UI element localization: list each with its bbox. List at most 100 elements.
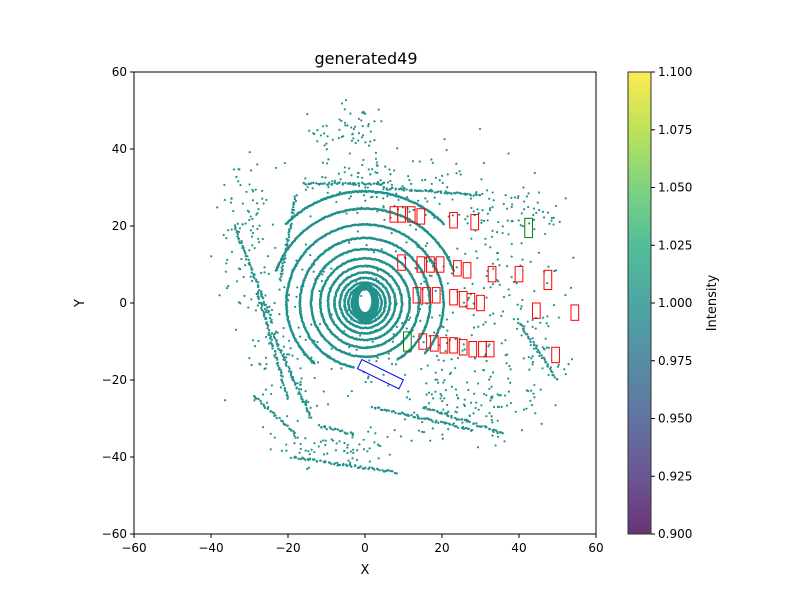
scatter-point: [467, 389, 469, 391]
scatter-point: [554, 404, 556, 406]
scatter-point: [270, 433, 272, 435]
scatter-point: [283, 353, 285, 355]
wall-point: [257, 298, 259, 300]
scatter-point: [250, 229, 252, 231]
scatter-point: [365, 189, 367, 191]
wall-point: [419, 190, 421, 192]
scatter-point: [464, 348, 466, 350]
scatter-point: [249, 151, 251, 153]
scatter-point: [282, 268, 284, 270]
scatter-point: [251, 244, 253, 246]
scatter-point: [264, 308, 266, 310]
scatter-point: [555, 205, 557, 207]
wall-point: [280, 372, 282, 374]
wall-point: [521, 324, 523, 326]
scatter-point: [564, 294, 566, 296]
scatter-point: [413, 336, 415, 338]
scatter-point: [542, 317, 544, 319]
ring-point: [384, 302, 386, 304]
scatter-point: [443, 360, 445, 362]
scatter-point: [497, 393, 499, 395]
scatter-point: [375, 277, 377, 279]
scatter-point: [352, 313, 354, 315]
x-tick-label: 60: [588, 541, 603, 555]
scatter-point: [352, 137, 354, 139]
scatter-point: [509, 382, 511, 384]
scatter-point: [351, 457, 353, 459]
scatter-point: [389, 180, 391, 182]
scatter-point: [424, 197, 426, 199]
scatter-point: [369, 173, 371, 175]
scatter-point: [256, 202, 258, 204]
scatter-point: [547, 212, 549, 214]
scatter-point: [290, 347, 292, 349]
scatter-point: [520, 242, 522, 244]
scatter-point: [338, 173, 340, 175]
scatter-point: [511, 203, 513, 205]
scatter-point: [307, 186, 309, 188]
scatter-point: [343, 305, 345, 307]
wall-point: [388, 409, 390, 411]
scatter-point: [267, 255, 269, 257]
scatter-point: [375, 192, 377, 194]
scatter-point: [482, 369, 484, 371]
wall-point: [281, 375, 283, 377]
scatter-point: [348, 242, 350, 244]
scatter-point: [502, 310, 504, 312]
scatter-point: [265, 336, 267, 338]
scatter-point: [397, 199, 399, 201]
scatter-point: [356, 349, 358, 351]
scatter-point: [323, 453, 325, 455]
scatter-point: [351, 140, 353, 142]
wall-point: [289, 219, 291, 221]
scatter-point: [448, 256, 450, 258]
scatter-point: [530, 261, 532, 263]
scatter-point: [327, 403, 329, 405]
scatter-point: [504, 395, 506, 397]
scatter-point: [508, 294, 510, 296]
scatter-point: [451, 358, 453, 360]
scatter-point: [264, 318, 266, 320]
scatter-point: [255, 214, 257, 216]
scatter-point: [370, 131, 372, 133]
scatter-point: [431, 316, 433, 318]
scatter-point: [374, 171, 376, 173]
scatter-point: [488, 388, 490, 390]
wall-point: [342, 182, 344, 184]
scatter-point: [456, 394, 458, 396]
scatter-point: [263, 271, 265, 273]
scatter-point: [389, 173, 391, 175]
scatter-point: [375, 360, 377, 362]
scatter-point: [505, 194, 507, 196]
scatter-point: [445, 389, 447, 391]
scatter-point: [500, 315, 502, 317]
scatter-point: [286, 353, 288, 355]
scatter-point: [274, 302, 276, 304]
scatter-point: [548, 347, 550, 349]
scatter-point: [451, 198, 453, 200]
wall-point: [241, 247, 243, 249]
scatter-point: [437, 382, 439, 384]
scatter-point: [350, 195, 352, 197]
wall-point: [457, 191, 459, 193]
scatter-point: [494, 444, 496, 446]
wall-point: [270, 314, 272, 316]
scatter-point: [316, 140, 318, 142]
scatter-point: [358, 185, 360, 187]
scatter-point: [508, 391, 510, 393]
wall-point: [480, 425, 482, 427]
scatter-point: [439, 179, 441, 181]
wall-point: [532, 341, 534, 343]
scatter-point: [418, 430, 420, 432]
scatter-point: [316, 341, 318, 343]
scatter-point: [367, 186, 369, 188]
ring-point: [389, 302, 391, 304]
scatter-point: [489, 246, 491, 248]
wall-point: [273, 354, 275, 356]
scatter-point: [401, 322, 403, 324]
scatter-point: [487, 345, 489, 347]
scatter-point: [477, 446, 479, 448]
scatter-point: [349, 152, 351, 154]
wall-point: [269, 317, 271, 319]
